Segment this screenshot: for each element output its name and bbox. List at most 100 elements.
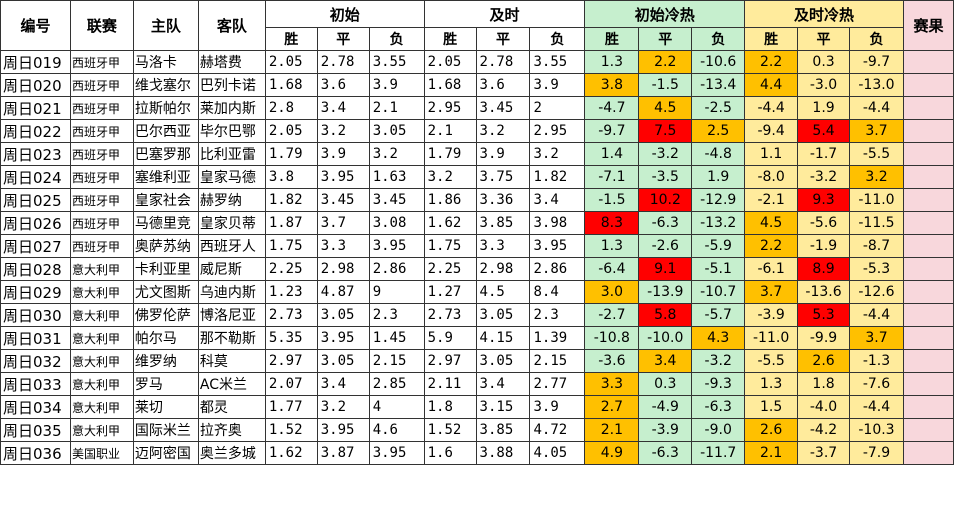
- cell-live-heat[interactable]: -7.6: [849, 372, 904, 396]
- cell-live-odds[interactable]: 1.68: [423, 73, 477, 97]
- cell-live-odds[interactable]: 1.27: [423, 280, 477, 304]
- cell-live-odds[interactable]: 1.39: [529, 326, 586, 350]
- cell-initial-odds[interactable]: 9: [368, 280, 425, 304]
- cell-live-heat[interactable]: -4.4: [849, 303, 904, 327]
- cell-league[interactable]: 西班牙甲: [69, 119, 134, 143]
- cell-initial-heat[interactable]: 1.3: [584, 50, 640, 74]
- cell-home[interactable]: 佛罗伦萨: [132, 303, 199, 327]
- cell-live-heat[interactable]: -9.9: [797, 326, 851, 350]
- cell-live-heat[interactable]: 0.3: [797, 50, 851, 74]
- cell-home[interactable]: 塞维利亚: [132, 165, 199, 189]
- cell-live-odds[interactable]: 2.97: [423, 349, 477, 373]
- cell-initial-odds[interactable]: 1.62: [264, 441, 318, 465]
- header-live-heat[interactable]: 及时冷热: [744, 0, 904, 28]
- cell-home[interactable]: 马德里竞: [132, 211, 199, 235]
- cell-live-heat[interactable]: 2.2: [744, 50, 799, 74]
- cell-initial-odds[interactable]: 1.68: [264, 73, 318, 97]
- cell-initial-odds[interactable]: 3.45: [316, 188, 370, 212]
- cell-result[interactable]: [902, 73, 954, 97]
- cell-initial-heat[interactable]: -3.2: [691, 349, 746, 373]
- header-id[interactable]: 编号: [0, 0, 71, 51]
- cell-home[interactable]: 皇家社会: [132, 188, 199, 212]
- cell-league[interactable]: 西班牙甲: [69, 188, 134, 212]
- cell-id[interactable]: 周日028: [0, 257, 71, 281]
- cell-live-odds[interactable]: 1.75: [423, 234, 477, 258]
- cell-initial-odds[interactable]: 2.97: [264, 349, 318, 373]
- cell-initial-odds[interactable]: 3.95: [316, 326, 370, 350]
- cell-initial-heat[interactable]: 9.1: [638, 257, 693, 281]
- cell-initial-heat[interactable]: 4.3: [691, 326, 746, 350]
- sub-live-draw[interactable]: 平: [475, 27, 531, 51]
- cell-live-heat[interactable]: -11.0: [744, 326, 799, 350]
- cell-initial-heat[interactable]: -4.8: [691, 142, 746, 166]
- cell-initial-heat[interactable]: -3.2: [638, 142, 693, 166]
- cell-initial-odds[interactable]: 3.7: [316, 211, 370, 235]
- cell-live-odds[interactable]: 4.05: [529, 441, 586, 465]
- cell-result[interactable]: [902, 280, 954, 304]
- cell-id[interactable]: 周日034: [0, 395, 71, 419]
- cell-live-odds[interactable]: 3.75: [475, 165, 531, 189]
- sub-initial-lose[interactable]: 负: [368, 27, 425, 51]
- cell-result[interactable]: [902, 234, 954, 258]
- cell-initial-heat[interactable]: 4.9: [584, 441, 640, 465]
- cell-live-heat[interactable]: 3.7: [849, 119, 904, 143]
- cell-initial-heat[interactable]: 1.4: [584, 142, 640, 166]
- cell-initial-odds[interactable]: 2.25: [264, 257, 318, 281]
- cell-initial-heat[interactable]: 10.2: [638, 188, 693, 212]
- cell-live-odds[interactable]: 2.98: [475, 257, 531, 281]
- cell-live-odds[interactable]: 2.73: [423, 303, 477, 327]
- cell-home[interactable]: 马洛卡: [132, 50, 199, 74]
- cell-live-heat[interactable]: 4.5: [744, 211, 799, 235]
- cell-live-heat[interactable]: 3.7: [744, 280, 799, 304]
- cell-initial-heat[interactable]: 4.5: [638, 96, 693, 120]
- cell-initial-heat[interactable]: 5.8: [638, 303, 693, 327]
- cell-initial-odds[interactable]: 3.8: [264, 165, 318, 189]
- cell-live-odds[interactable]: 1.62: [423, 211, 477, 235]
- cell-live-heat[interactable]: 1.9: [797, 96, 851, 120]
- cell-away[interactable]: 西班牙人: [197, 234, 266, 258]
- cell-id[interactable]: 周日025: [0, 188, 71, 212]
- cell-initial-heat[interactable]: -6.4: [584, 257, 640, 281]
- cell-initial-heat[interactable]: -7.1: [584, 165, 640, 189]
- cell-initial-odds[interactable]: 2.3: [368, 303, 425, 327]
- cell-live-odds[interactable]: 2.05: [423, 50, 477, 74]
- cell-initial-heat[interactable]: 8.3: [584, 211, 640, 235]
- cell-initial-heat[interactable]: 2.1: [584, 418, 640, 442]
- cell-home[interactable]: 国际米兰: [132, 418, 199, 442]
- cell-live-heat[interactable]: 3.2: [849, 165, 904, 189]
- cell-away[interactable]: 科莫: [197, 349, 266, 373]
- cell-initial-heat[interactable]: -10.6: [691, 50, 746, 74]
- cell-initial-odds[interactable]: 2.05: [264, 50, 318, 74]
- cell-live-heat[interactable]: -5.5: [849, 142, 904, 166]
- cell-initial-odds[interactable]: 2.1: [368, 96, 425, 120]
- cell-id[interactable]: 周日024: [0, 165, 71, 189]
- cell-result[interactable]: [902, 303, 954, 327]
- cell-result[interactable]: [902, 372, 954, 396]
- cell-away[interactable]: 奥兰多城: [197, 441, 266, 465]
- cell-result[interactable]: [902, 165, 954, 189]
- cell-result[interactable]: [902, 50, 954, 74]
- cell-id[interactable]: 周日023: [0, 142, 71, 166]
- cell-live-heat[interactable]: 4.4: [744, 73, 799, 97]
- cell-initial-odds[interactable]: 3.9: [316, 142, 370, 166]
- cell-live-odds[interactable]: 3.4: [475, 372, 531, 396]
- cell-live-heat[interactable]: 1.3: [744, 372, 799, 396]
- cell-initial-odds[interactable]: 2.15: [368, 349, 425, 373]
- cell-initial-odds[interactable]: 3.4: [316, 96, 370, 120]
- cell-live-heat[interactable]: -4.2: [797, 418, 851, 442]
- cell-league[interactable]: 西班牙甲: [69, 73, 134, 97]
- cell-initial-odds[interactable]: 1.52: [264, 418, 318, 442]
- cell-live-odds[interactable]: 4.5: [475, 280, 531, 304]
- cell-away[interactable]: 巴列卡诺: [197, 73, 266, 97]
- cell-initial-heat[interactable]: -9.3: [691, 372, 746, 396]
- cell-live-odds[interactable]: 3.98: [529, 211, 586, 235]
- cell-initial-heat[interactable]: -4.7: [584, 96, 640, 120]
- cell-live-heat[interactable]: -9.7: [849, 50, 904, 74]
- cell-live-odds[interactable]: 1.8: [423, 395, 477, 419]
- cell-live-heat[interactable]: -1.3: [849, 349, 904, 373]
- cell-initial-odds[interactable]: 3.6: [316, 73, 370, 97]
- cell-initial-heat[interactable]: -3.9: [638, 418, 693, 442]
- cell-away[interactable]: 皇家贝蒂: [197, 211, 266, 235]
- cell-id[interactable]: 周日033: [0, 372, 71, 396]
- cell-league[interactable]: 意大利甲: [69, 257, 134, 281]
